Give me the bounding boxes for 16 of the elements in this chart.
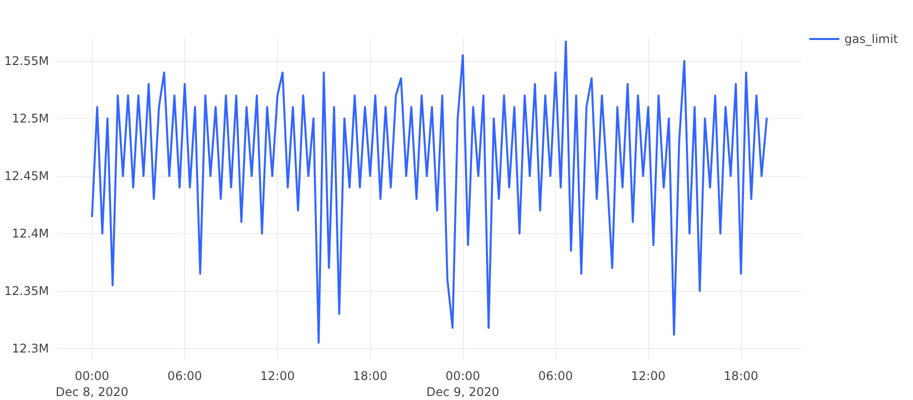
x-tick-label: 00:00 Dec 8, 2020 bbox=[56, 369, 128, 399]
line-series bbox=[91, 40, 768, 344]
x-tick-label: 06:00 bbox=[167, 369, 202, 383]
y-tick-label: 12.55M bbox=[4, 54, 49, 68]
y-tick-label: 12.5M bbox=[12, 112, 49, 126]
y-tick-label: 12.35M bbox=[4, 284, 49, 298]
legend-label: gas_limit bbox=[844, 32, 898, 46]
x-tick-label: 12:00 bbox=[630, 369, 666, 383]
x-tick-label: 12:00 bbox=[260, 369, 295, 383]
x-tick-label: 18:00 bbox=[352, 369, 388, 383]
y-tick-label: 12.45M bbox=[4, 169, 49, 183]
x-tick-label: 00:00 Dec 9, 2020 bbox=[426, 369, 500, 399]
y-tick-label: 12.3M bbox=[12, 342, 49, 356]
y-tick-label: 12.4M bbox=[12, 226, 49, 240]
x-tick-label: 06:00 bbox=[538, 369, 573, 383]
x-tick-label: 18:00 bbox=[724, 369, 758, 383]
